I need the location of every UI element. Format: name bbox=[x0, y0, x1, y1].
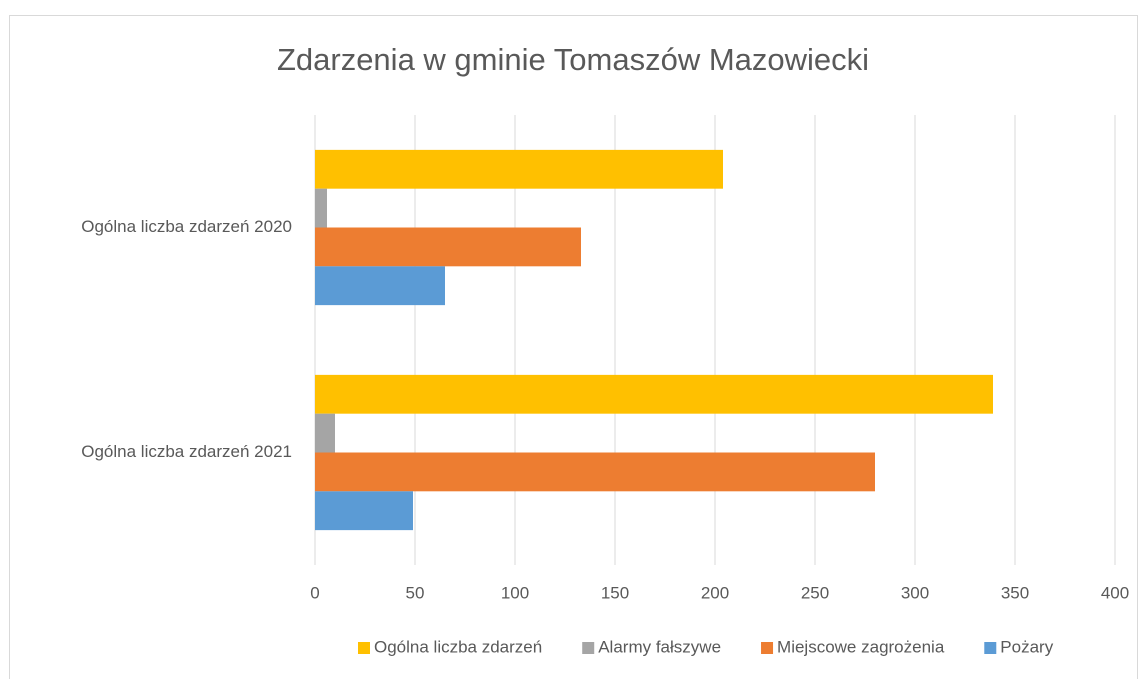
bar bbox=[315, 227, 581, 267]
x-tick-label: 400 bbox=[1101, 583, 1129, 602]
bar bbox=[315, 491, 413, 531]
bar bbox=[315, 149, 723, 189]
x-tick-label: 350 bbox=[1001, 583, 1029, 602]
x-tick-label: 50 bbox=[406, 583, 425, 602]
legend-label: Ogólna liczba zdarzeń bbox=[374, 637, 542, 656]
y-tick-label: Ogólna liczba zdarzeń 2020 bbox=[81, 217, 292, 236]
legend-swatch bbox=[358, 642, 370, 654]
legend-swatch bbox=[761, 642, 774, 654]
legend-swatch bbox=[984, 642, 997, 654]
legend-label: Alarmy fałszywe bbox=[598, 637, 721, 656]
x-tick-label: 250 bbox=[801, 583, 829, 602]
bar bbox=[315, 266, 445, 306]
x-tick-label: 100 bbox=[501, 583, 529, 602]
chart-title: Zdarzenia w gminie Tomaszów Mazowiecki bbox=[277, 42, 869, 77]
legend-label: Miejscowe zagrożenia bbox=[777, 637, 945, 656]
y-tick-label: Ogólna liczba zdarzeń 2021 bbox=[81, 442, 292, 461]
bar bbox=[315, 413, 335, 453]
bar bbox=[315, 188, 327, 228]
x-tick-label: 0 bbox=[310, 583, 319, 602]
x-tick-label: 150 bbox=[601, 583, 629, 602]
chart-border bbox=[9, 15, 1138, 679]
legend-swatch bbox=[582, 642, 595, 654]
bar bbox=[315, 374, 993, 414]
bar bbox=[315, 452, 875, 492]
x-tick-label: 200 bbox=[701, 583, 729, 602]
legend-label: Pożary bbox=[1000, 637, 1053, 656]
x-tick-label: 300 bbox=[901, 583, 929, 602]
